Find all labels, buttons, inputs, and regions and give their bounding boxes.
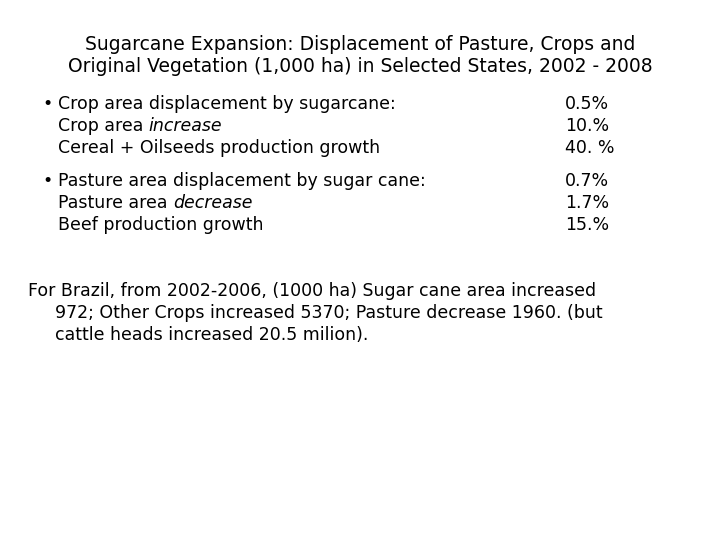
Text: •: • [42, 95, 53, 113]
Text: •: • [42, 172, 53, 190]
Text: decrease: decrease [173, 194, 253, 212]
Text: 0.5%: 0.5% [565, 95, 609, 113]
Text: increase: increase [149, 117, 222, 135]
Text: 40. %: 40. % [565, 139, 614, 157]
Text: cattle heads increased 20.5 milion).: cattle heads increased 20.5 milion). [55, 326, 369, 344]
Text: 15.%: 15.% [565, 216, 609, 234]
Text: Beef production growth: Beef production growth [58, 216, 264, 234]
Text: For Brazil, from 2002-2006, (1000 ha) Sugar cane area increased: For Brazil, from 2002-2006, (1000 ha) Su… [28, 282, 596, 300]
Text: Cereal + Oilseeds production growth: Cereal + Oilseeds production growth [58, 139, 380, 157]
Text: Original Vegetation (1,000 ha) in Selected States, 2002 - 2008: Original Vegetation (1,000 ha) in Select… [68, 57, 652, 76]
Text: Sugarcane Expansion: Displacement of Pasture, Crops and: Sugarcane Expansion: Displacement of Pas… [85, 35, 635, 54]
Text: Crop area: Crop area [58, 117, 149, 135]
Text: 0.7%: 0.7% [565, 172, 609, 190]
Text: 972; Other Crops increased 5370; Pasture decrease 1960. (but: 972; Other Crops increased 5370; Pasture… [55, 304, 603, 322]
Text: Pasture area displacement by sugar cane:: Pasture area displacement by sugar cane: [58, 172, 426, 190]
Text: 1.7%: 1.7% [565, 194, 609, 212]
Text: Crop area displacement by sugarcane:: Crop area displacement by sugarcane: [58, 95, 396, 113]
Text: 10.%: 10.% [565, 117, 609, 135]
Text: Pasture area: Pasture area [58, 194, 173, 212]
